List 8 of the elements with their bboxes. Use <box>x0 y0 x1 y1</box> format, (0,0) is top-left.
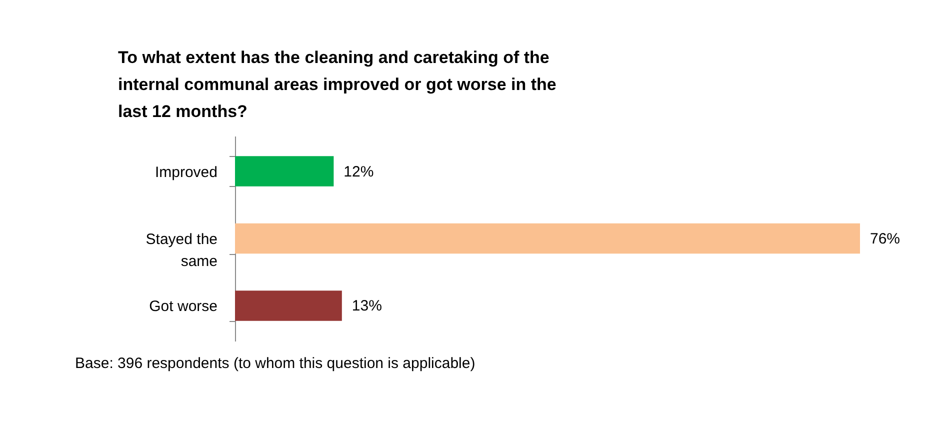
y-tick-label: Got worse <box>149 298 218 316</box>
y-tick-label: Stayed the same <box>146 231 218 270</box>
text: Base: 396 respondents (to whom this question is applicable) <box>75 355 476 372</box>
data-label: 13% <box>352 298 382 315</box>
data-label: 12% <box>344 163 374 180</box>
chart-title: To what extent has the cleaning and caretaking of the internal communal areas improved or got worse in the last 12 months? <box>118 48 556 121</box>
data-label: 76% <box>870 230 900 248</box>
y-tick-label: Improved <box>154 164 218 181</box>
